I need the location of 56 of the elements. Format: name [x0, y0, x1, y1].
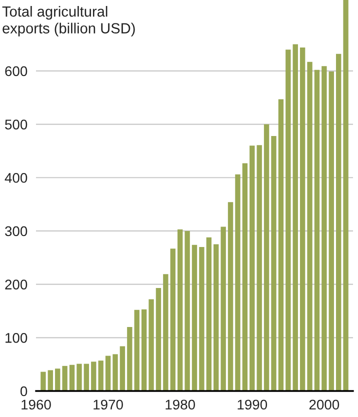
- y-tick-label: 500: [5, 120, 28, 130]
- bar: [69, 364, 75, 391]
- bar: [235, 174, 240, 391]
- bar: [156, 288, 162, 391]
- bar: [286, 50, 291, 391]
- bar: [184, 230, 190, 391]
- y-tick-label: 200: [5, 280, 28, 290]
- bar: [307, 62, 312, 391]
- bar: [214, 244, 219, 391]
- bar: [220, 226, 226, 391]
- bar: [292, 44, 298, 391]
- bar: [84, 364, 90, 391]
- y-tick-label: 600: [5, 66, 28, 76]
- bar: [105, 356, 111, 391]
- bar: [228, 202, 234, 391]
- x-tick-label: 2000: [309, 400, 340, 410]
- bar: [177, 229, 183, 391]
- bar: [206, 237, 212, 391]
- bar: [314, 70, 320, 391]
- bar: [98, 360, 104, 391]
- y-axis-title: Total agricultural exports (billion USD): [2, 6, 135, 36]
- y-tick-label: 300: [5, 226, 28, 236]
- x-tick-label: 1980: [166, 400, 195, 410]
- bar: [127, 326, 132, 391]
- bar: [328, 71, 334, 391]
- bar: [278, 99, 284, 391]
- y-tick-label: 0: [20, 386, 28, 396]
- bar: [343, 0, 348, 391]
- bar: [112, 354, 118, 391]
- bar: [199, 246, 204, 391]
- bar: [141, 309, 147, 391]
- bar: [322, 66, 327, 391]
- bar: [163, 274, 168, 391]
- bar: [55, 368, 60, 391]
- bar: [76, 364, 82, 391]
- x-tick-label: 1960: [22, 400, 51, 410]
- bar: [120, 346, 126, 391]
- bar: [192, 244, 198, 391]
- bar: [170, 248, 176, 391]
- bar: [300, 47, 306, 391]
- x-tick-label: 1990: [238, 400, 268, 410]
- bar: [264, 124, 270, 391]
- bar: [148, 299, 154, 391]
- bar: [40, 372, 46, 391]
- bar: [134, 310, 140, 391]
- bar: [336, 54, 342, 391]
- x-tick-label: 1970: [94, 400, 123, 410]
- bar: [250, 146, 255, 391]
- y-tick-label: 400: [4, 172, 28, 183]
- bar: [91, 362, 96, 391]
- bar: [256, 145, 262, 391]
- bar: [271, 136, 276, 391]
- y-tick-label: 100: [6, 332, 28, 343]
- bar: [62, 366, 68, 391]
- bar: [48, 370, 54, 391]
- bar: [242, 163, 248, 391]
